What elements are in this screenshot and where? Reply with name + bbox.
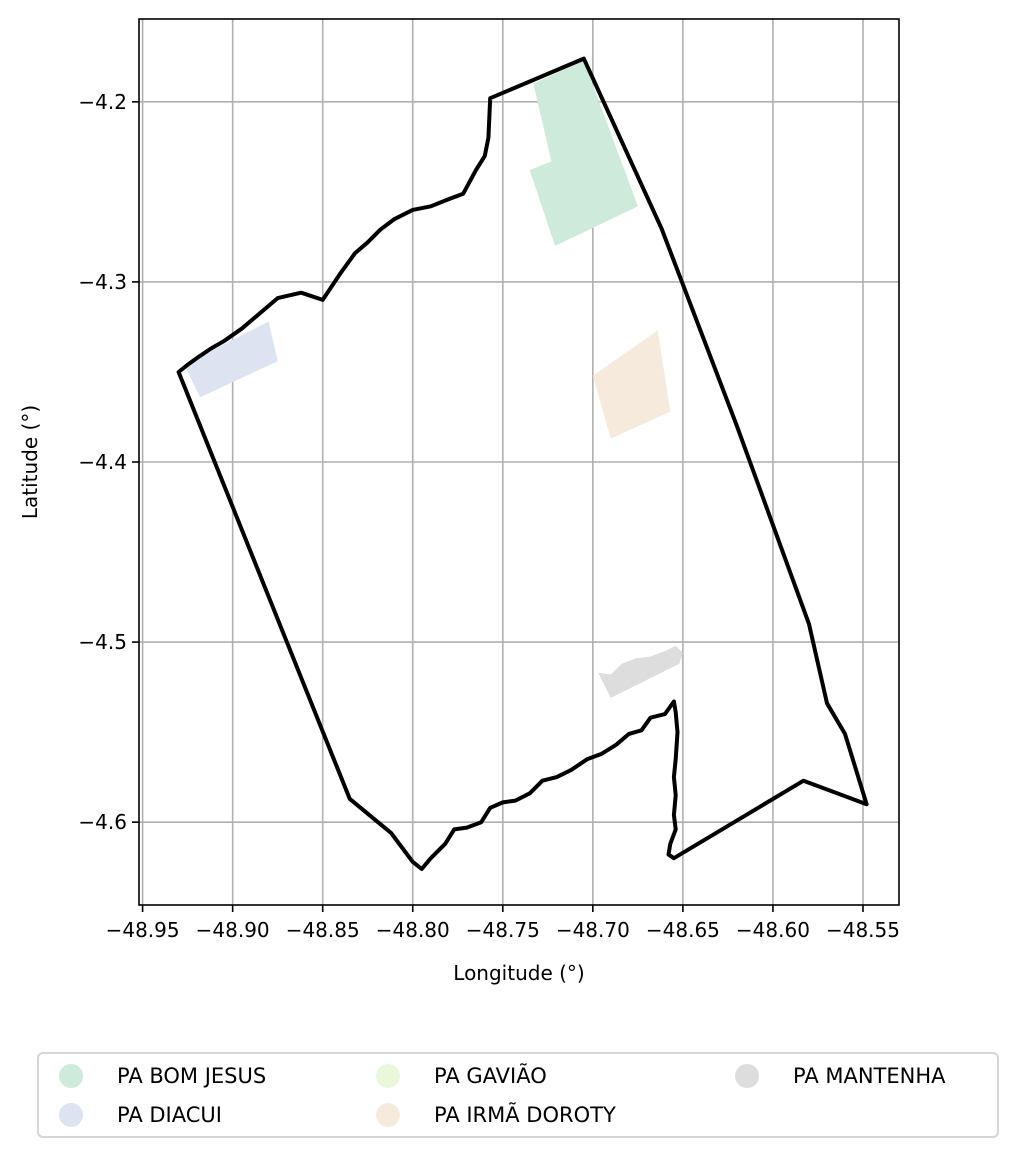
legend-label: PA BOM JESUS	[117, 1064, 267, 1088]
y-tick-label: −4.6	[78, 810, 127, 834]
legend-item: PA BOM JESUS	[59, 1059, 266, 1093]
y-axis-label: Latitude (°)	[18, 405, 42, 519]
x-tick-label: −48.65	[646, 918, 720, 942]
legend-marker	[59, 1064, 83, 1088]
x-tick-label: −48.85	[286, 918, 360, 942]
y-tick-label: −4.2	[78, 90, 127, 114]
regions	[184, 60, 683, 698]
legend-marker	[59, 1103, 83, 1127]
legend-label: PA GAVIÃO	[434, 1064, 547, 1088]
legend-label: PA IRMÃ DOROTY	[434, 1103, 616, 1127]
x-tick-label: −48.70	[556, 918, 630, 942]
legend-item: PA DIACUI	[59, 1098, 222, 1132]
region-pa-bom-jesus	[529, 60, 638, 246]
x-tick-label: −48.60	[736, 918, 810, 942]
x-tick-label: −48.80	[376, 918, 450, 942]
x-tick-label: −48.90	[196, 918, 270, 942]
x-tick-label: −48.95	[106, 918, 180, 942]
legend-item: PA GAVIÃO	[376, 1059, 547, 1093]
region-pa-diacui	[184, 321, 278, 398]
region-pa-irm-doroty	[592, 330, 671, 439]
municipality-boundary	[176, 56, 869, 871]
y-tick-label: −4.4	[78, 450, 127, 474]
x-tick-label: −48.55	[826, 918, 900, 942]
region-pa-mantenha	[598, 645, 683, 698]
grid	[139, 19, 899, 905]
x-axis-label: Longitude (°)	[453, 961, 584, 985]
x-tick-label: −48.75	[466, 918, 540, 942]
legend-item: PA IRMÃ DOROTY	[376, 1098, 616, 1132]
y-tick-label: −4.3	[78, 270, 127, 294]
legend-marker	[376, 1064, 400, 1088]
legend-label: PA MANTENHA	[793, 1064, 946, 1088]
legend-item: PA MANTENHA	[735, 1059, 946, 1093]
legend-label: PA DIACUI	[117, 1103, 222, 1127]
legend-marker	[376, 1103, 400, 1127]
axis-ticks: −48.95 −48.90 −48.85 −48.80 −48.75 −48.70 −48.…	[78, 90, 900, 942]
legend-marker	[735, 1064, 759, 1088]
y-tick-label: −4.5	[78, 630, 127, 654]
legend: PA BOM JESUS PA DIACUI PA GAVIÃO PA IRMÃ DO…	[37, 1052, 999, 1138]
